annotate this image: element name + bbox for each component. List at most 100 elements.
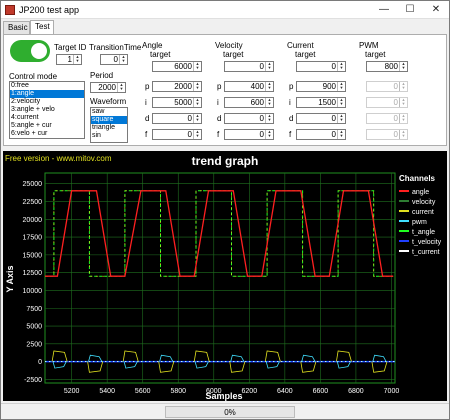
- list-item[interactable]: 5:angle + cur: [11, 122, 52, 129]
- target-id-label: Target ID: [54, 43, 87, 52]
- angle-target-spin[interactable]: 6000 ▲ ▼: [152, 61, 202, 72]
- y-tick-label: 12500: [23, 270, 43, 277]
- velocity-d-spin[interactable]: 0 ▲ ▼: [224, 113, 274, 124]
- angle-p-spin[interactable]: 2000 ▲ ▼: [152, 81, 202, 92]
- progress-bar: 0%: [165, 406, 295, 418]
- list-item[interactable]: 2:velocity: [11, 98, 41, 105]
- current-d-spin[interactable]: 0 ▲ ▼: [296, 113, 346, 124]
- target-id-value: 1: [67, 55, 72, 64]
- spin-arrows-icon[interactable]: ▲ ▼: [117, 83, 125, 92]
- spin-arrows-icon[interactable]: ▲ ▼: [193, 130, 201, 139]
- current-d-value: 0: [331, 114, 336, 123]
- velocity-target-label: target: [223, 50, 244, 59]
- angle-d-spin[interactable]: 0 ▲ ▼: [152, 113, 202, 124]
- spin-arrows-icon[interactable]: ▲ ▼: [193, 98, 201, 107]
- angle-d-value: 0: [187, 114, 192, 123]
- target-id-spin[interactable]: 1 ▲ ▼: [56, 54, 82, 65]
- y-tick-label: 5000: [26, 324, 42, 331]
- spin-arrows-icon[interactable]: ▲ ▼: [399, 62, 407, 71]
- series-current: [51, 350, 68, 362]
- series-pwm-transient: [372, 354, 387, 362]
- spin-arrows-icon[interactable]: ▲ ▼: [73, 55, 81, 64]
- y-tick-label: 7500: [26, 306, 42, 313]
- current-i-value: 1500: [318, 98, 336, 107]
- trend-graph[interactable]: Free version - www.mitov.com trend graph…: [3, 151, 447, 401]
- pwm-target-spin[interactable]: 800 ▲ ▼: [366, 61, 408, 72]
- series-pwm-transient: [123, 361, 138, 369]
- velocity-f-label: f: [217, 130, 220, 139]
- current-f-label: f: [289, 130, 292, 139]
- current-i-spin[interactable]: 1500 ▲ ▼: [296, 97, 346, 108]
- spin-arrows-icon[interactable]: ▲ ▼: [265, 130, 273, 139]
- velocity-p-label: p: [217, 82, 222, 91]
- y-tick-label: 2500: [26, 341, 42, 348]
- angle-f-spin[interactable]: 0 ▲ ▼: [152, 129, 202, 140]
- spin-arrows-icon[interactable]: ▲ ▼: [265, 82, 273, 91]
- pwm-f-spin: 0 ▲ ▼: [366, 129, 408, 140]
- waveform-list[interactable]: saw square triangle sin: [90, 107, 128, 143]
- list-item[interactable]: 3:angle + velo: [11, 106, 55, 113]
- list-item-selected[interactable]: square: [91, 116, 127, 124]
- spin-arrows-icon[interactable]: ▲ ▼: [337, 82, 345, 91]
- x-tick-label: 5200: [64, 388, 80, 395]
- minimize-button[interactable]: —: [379, 4, 389, 15]
- series-current: [229, 361, 246, 373]
- spin-arrows-icon[interactable]: ▲ ▼: [337, 62, 345, 71]
- series-current: [264, 350, 281, 362]
- control-mode-label: Control mode: [9, 72, 58, 81]
- close-button[interactable]: ✕: [431, 4, 441, 15]
- series-pwm-transient: [52, 361, 67, 369]
- period-spin[interactable]: 2000 ▲ ▼: [90, 82, 126, 93]
- current-p-label: p: [289, 82, 294, 91]
- spin-arrows-icon[interactable]: ▲ ▼: [337, 130, 345, 139]
- list-item[interactable]: 4:current: [11, 114, 39, 121]
- spin-arrows-icon[interactable]: ▲ ▼: [265, 98, 273, 107]
- tab-basic[interactable]: Basic: [3, 21, 30, 34]
- pwm-d-spin: 0 ▲ ▼: [366, 113, 408, 124]
- spin-arrows-icon[interactable]: ▲ ▼: [265, 62, 273, 71]
- app-icon: [5, 5, 15, 15]
- velocity-i-label: i: [217, 98, 219, 107]
- spin-arrows-icon[interactable]: ▲ ▼: [337, 114, 345, 123]
- spin-arrows-icon[interactable]: ▲ ▼: [265, 114, 273, 123]
- angle-p-value: 2000: [174, 82, 192, 91]
- current-target-spin[interactable]: 0 ▲ ▼: [296, 61, 346, 72]
- maximize-button[interactable]: ☐: [405, 4, 415, 15]
- list-item[interactable]: 0:free: [11, 82, 29, 89]
- current-f-spin[interactable]: 0 ▲ ▼: [296, 129, 346, 140]
- angle-d-label: d: [145, 114, 150, 123]
- series-pwm-transient: [230, 354, 245, 362]
- velocity-i-spin[interactable]: 600 ▲ ▼: [224, 97, 274, 108]
- list-item[interactable]: 6:velo + cur: [11, 130, 48, 137]
- list-item[interactable]: sin: [92, 132, 101, 139]
- enable-toggle[interactable]: [10, 40, 50, 62]
- velocity-target-spin[interactable]: 0 ▲ ▼: [224, 61, 274, 72]
- current-p-spin[interactable]: 900 ▲ ▼: [296, 81, 346, 92]
- transition-time-spin[interactable]: 0 ▲ ▼: [100, 54, 128, 65]
- list-item-selected[interactable]: 1:angle: [10, 90, 84, 98]
- list-item[interactable]: saw: [92, 108, 105, 115]
- angle-target-label: target: [150, 50, 171, 59]
- x-tick-label: 5600: [135, 388, 151, 395]
- trend-graph-svg: Free version - www.mitov.com trend graph…: [5, 154, 442, 401]
- control-mode-list[interactable]: 0:free 1:angle 2:velocity 3:angle + velo…: [9, 81, 85, 139]
- series-pwm-transient: [265, 361, 280, 369]
- angle-i-spin[interactable]: 5000 ▲ ▼: [152, 97, 202, 108]
- spin-arrows-icon: ▲ ▼: [399, 114, 407, 123]
- x-ticks: 5200 5400 5600 5800 6000 6200 6400 6600 6800 7000: [64, 388, 399, 395]
- list-item[interactable]: triangle: [92, 124, 115, 131]
- spin-arrows-icon[interactable]: ▲ ▼: [193, 62, 201, 71]
- spin-arrows-icon[interactable]: ▲ ▼: [193, 82, 201, 91]
- spin-arrows-icon[interactable]: ▲ ▼: [193, 114, 201, 123]
- spin-arrows-icon[interactable]: ▲ ▼: [119, 55, 127, 64]
- spin-arrows-icon[interactable]: ▲ ▼: [337, 98, 345, 107]
- current-p-value: 900: [322, 82, 336, 91]
- velocity-p-spin[interactable]: 400 ▲ ▼: [224, 81, 274, 92]
- x-tick-label: 6200: [242, 388, 258, 395]
- tab-test[interactable]: Test: [30, 20, 54, 34]
- y-tick-label: 0: [38, 359, 42, 366]
- toggle-knob: [31, 43, 47, 59]
- angle-f-label: f: [145, 130, 148, 139]
- pwm-group-title: PWM: [359, 41, 379, 50]
- velocity-f-spin[interactable]: 0 ▲ ▼: [224, 129, 274, 140]
